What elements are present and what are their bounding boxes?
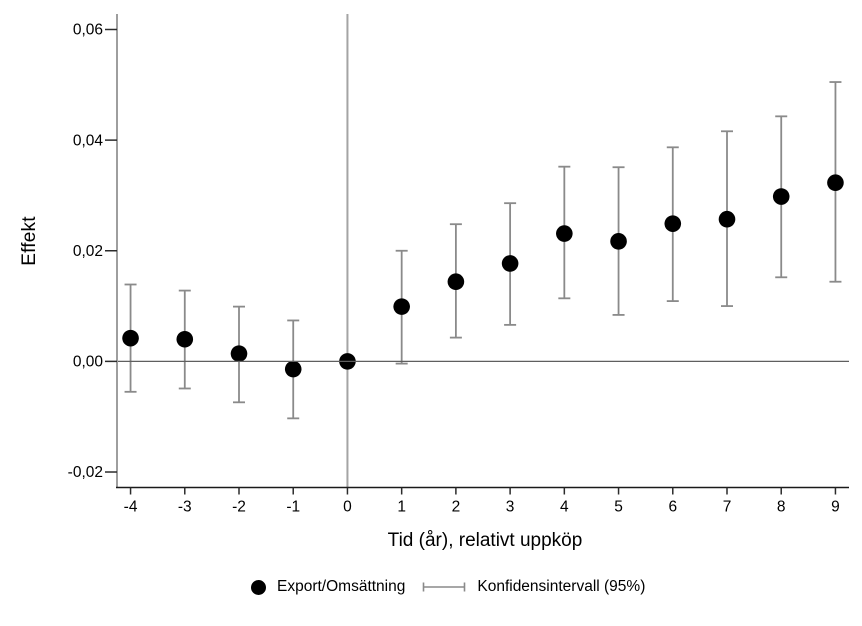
y-tick-label: -0,02 (68, 464, 103, 481)
x-tick-label: 8 (777, 499, 786, 516)
y-axis-title: Effekt (19, 216, 40, 266)
data-point (122, 329, 139, 347)
data-point (284, 360, 302, 378)
data-point (393, 298, 410, 315)
data-point (230, 345, 248, 362)
data-point (718, 210, 736, 228)
data-point (772, 188, 790, 205)
x-tick-label: 0 (343, 499, 352, 516)
legend-item-export: Export/Omsättning (251, 578, 405, 596)
x-tick-label: 2 (452, 499, 461, 516)
x-tick-label: -4 (124, 499, 138, 516)
x-tick-label: 9 (831, 499, 840, 516)
x-tick-label: 4 (560, 499, 569, 516)
x-tick-label: -1 (286, 499, 300, 516)
x-axis-title: Tid (år), relativt uppköp (387, 530, 583, 551)
legend-label-export: Export/Omsättning (277, 578, 406, 595)
y-tick-label: 0,04 (73, 132, 104, 149)
data-point (176, 330, 194, 348)
x-tick-label: 6 (668, 499, 677, 516)
y-tick-label: 0,06 (73, 22, 103, 39)
x-tick-label: 7 (723, 499, 732, 516)
x-tick-label: 5 (614, 499, 623, 516)
data-point (501, 255, 519, 272)
x-tick-label: 3 (506, 499, 515, 516)
legend-label-confidence-interval: Konfidensintervall (95%) (477, 578, 646, 595)
x-tick-label: -3 (178, 499, 192, 516)
error-bar-icon (423, 582, 466, 592)
data-point (827, 174, 844, 192)
data-point (556, 225, 573, 242)
legend-item-confidence-interval: Konfidensintervall (95%) (421, 578, 645, 596)
legend: Export/Omsättning Konfidensintervall (95… (251, 578, 645, 596)
data-point (447, 273, 465, 291)
x-tick-label: 1 (397, 499, 406, 516)
filled-circle-icon (251, 579, 266, 595)
data-point (664, 215, 682, 232)
data-point (610, 233, 627, 250)
y-tick-label: 0,00 (73, 354, 104, 371)
y-tick-label: 0,02 (73, 243, 103, 260)
x-tick-label: -2 (232, 499, 246, 516)
